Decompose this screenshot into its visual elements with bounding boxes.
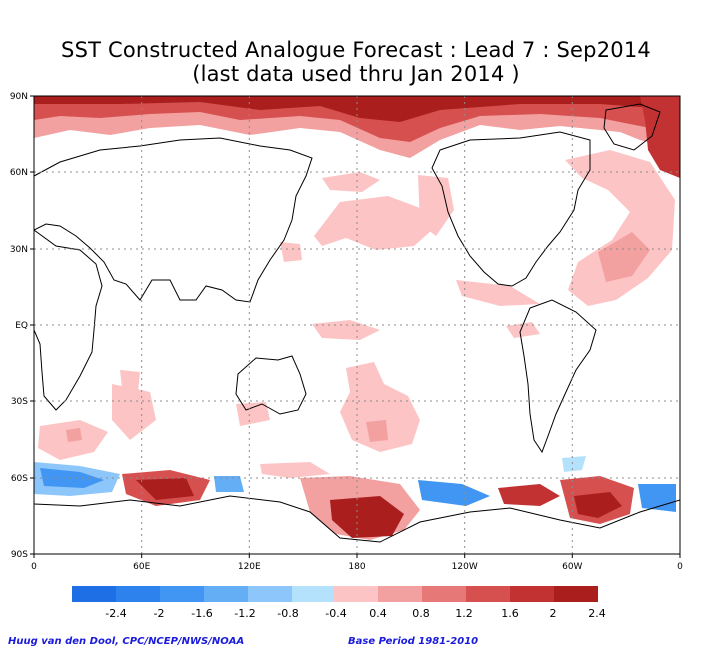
australia-coastline: [235, 355, 307, 415]
colorbar-swatch-negative: [160, 586, 204, 602]
colorbar-label: 2.4: [588, 607, 606, 620]
lat-label: 60N: [10, 168, 28, 178]
map-gridlines: [34, 96, 680, 554]
map-subtitle: (last data used thru Jan 2014 ): [192, 62, 520, 86]
colorbar-swatch-negative: [116, 586, 160, 602]
africa-coastline: [34, 229, 103, 411]
colorbar-swatch-positive: [378, 586, 422, 602]
lat-label: EQ: [15, 321, 28, 331]
colorbar-label: -0.8: [277, 607, 298, 620]
colorbar-swatch-positive: [422, 586, 466, 602]
colorbar-label: -2.4: [105, 607, 126, 620]
lon-label: 120W: [452, 562, 478, 572]
colorbar-label: -0.4: [325, 607, 346, 620]
colorbar-swatch-positive: [554, 586, 598, 602]
lon-label: 0: [31, 562, 37, 572]
author-credit: Huug van den Dool, CPC/NCEP/NWS/NOAA: [8, 636, 245, 647]
north-pacific-anomaly: [314, 196, 432, 250]
lat-label: 30N: [10, 245, 28, 255]
base-period: Base Period 1981-2010: [348, 636, 479, 647]
colorbar-label: 2: [550, 607, 557, 620]
south-pacific-anomaly: [340, 362, 420, 452]
colorbar-label: -1.2: [234, 607, 255, 620]
colorbar-label: -1.6: [191, 607, 212, 620]
map-title: SST Constructed Analogue Forecast : Lead…: [61, 38, 651, 62]
colorbar-label: 1.6: [501, 607, 519, 620]
north-america-coastline: [431, 131, 591, 287]
colorbar-swatch-positive: [510, 586, 554, 602]
greenland-coastline: [603, 103, 661, 151]
colorbar-swatch-negative: [248, 586, 292, 602]
antarctica-coastline: [34, 495, 680, 543]
colorbar-swatch-negative: [204, 586, 248, 602]
lon-label: 180: [348, 562, 365, 572]
colorbar-swatch-negative: [72, 586, 116, 602]
colorbar-swatch-positive: [334, 586, 378, 602]
south-america-coastline: [519, 299, 597, 454]
colorbar-swatch-positive: [466, 586, 510, 602]
north-atlantic-anomaly: [565, 150, 675, 306]
lat-label: 90N: [10, 92, 28, 102]
lon-label: 60E: [133, 562, 150, 572]
colorbar-label: 1.2: [455, 607, 473, 620]
eurasia-coastline: [34, 137, 313, 303]
lat-label: 90S: [11, 550, 28, 560]
lat-label: 30S: [11, 397, 28, 407]
lon-label: 120E: [238, 562, 261, 572]
coastlines: [34, 103, 680, 543]
axis-ticks: [30, 95, 681, 558]
colorbar-label: 0.8: [412, 607, 430, 620]
lon-label: 0: [677, 562, 683, 572]
lon-label: 60W: [562, 562, 582, 572]
colorbar: [72, 586, 598, 602]
lat-label: 60S: [11, 474, 28, 484]
colorbar-swatch-negative: [292, 586, 336, 602]
colorbar-label: 0.4: [369, 607, 387, 620]
colorbar-label: -2: [154, 607, 165, 620]
